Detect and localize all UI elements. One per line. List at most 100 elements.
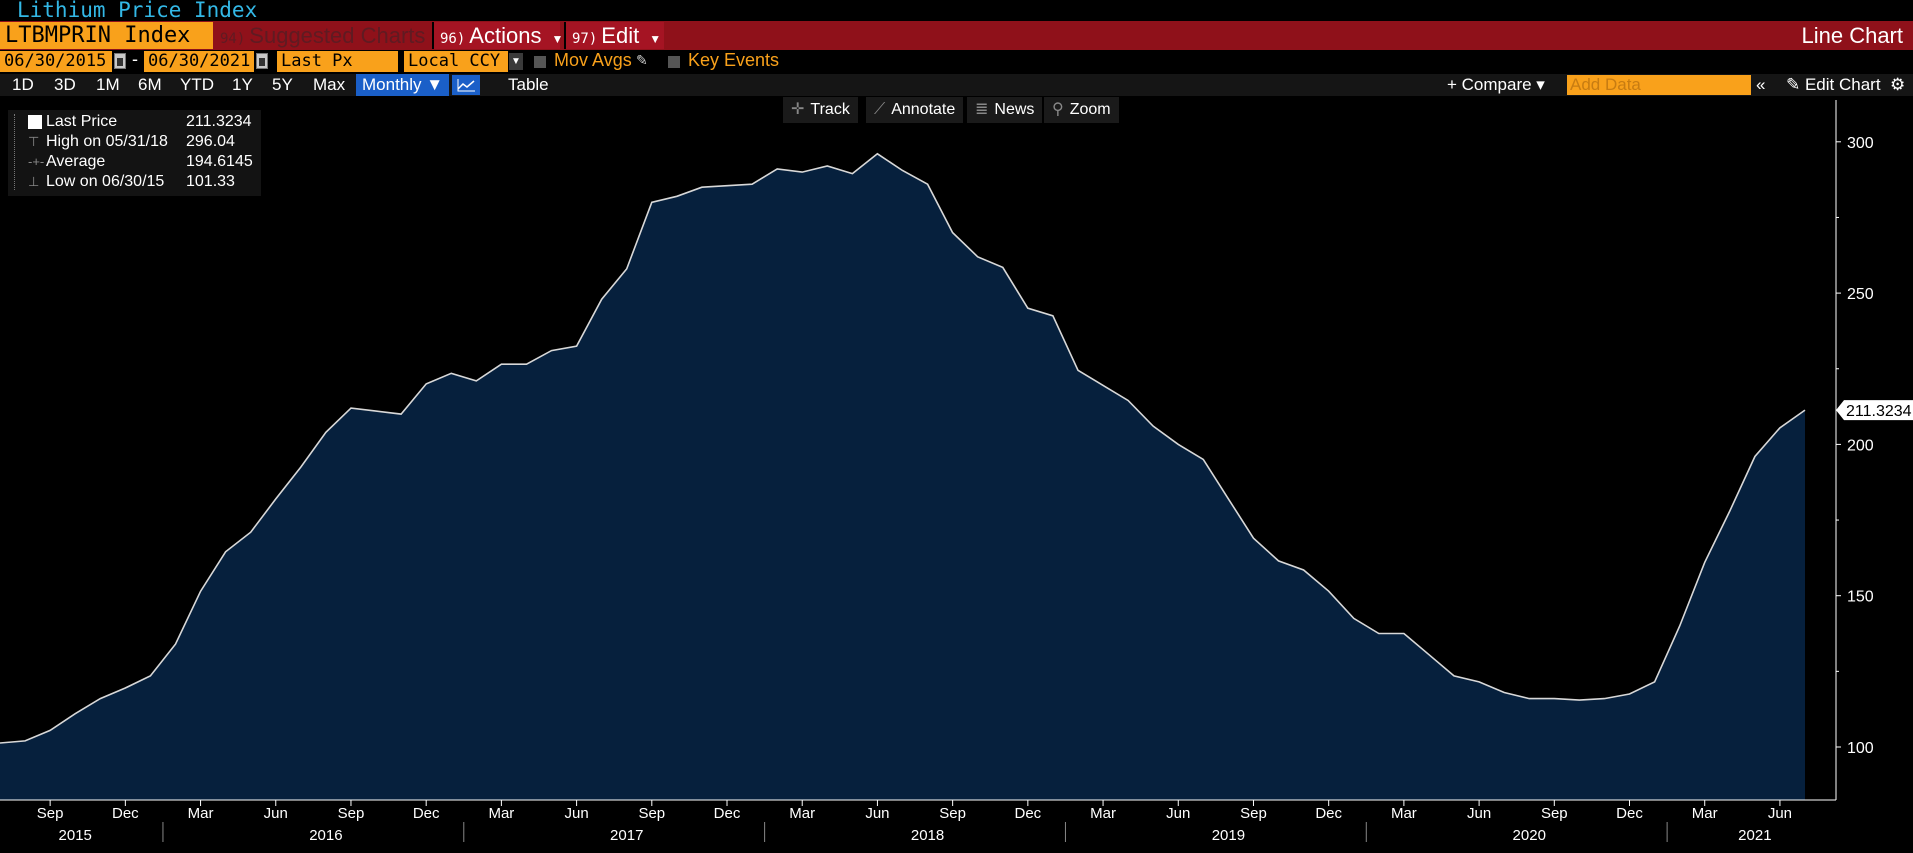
period-1d[interactable]: 1D (12, 75, 34, 94)
x-tick-label: Dec (1015, 805, 1042, 822)
y-axis: 100 150 200 250 300 (1835, 100, 1874, 800)
low-value: 101.33 (186, 173, 235, 190)
x-tick-label: Mar (488, 805, 514, 822)
average-label: Average (46, 153, 106, 170)
x-tick-label: Dec (1315, 805, 1342, 822)
x-tick-label: Mar (789, 805, 815, 822)
ticker-field[interactable]: LTBMPRIN Index (0, 22, 213, 49)
calendar-icon[interactable] (256, 53, 268, 69)
annotate-button[interactable]: ⟋ Annotate (866, 97, 964, 123)
suggested-charts-label: Suggested Charts (249, 23, 426, 48)
legend-last-price[interactable]: Last Price 211.3234 (8, 112, 261, 132)
x-tick-label: Mar (1090, 805, 1116, 822)
y-tick-label: 200 (1847, 437, 1874, 454)
news-icon: ≣ (975, 101, 989, 118)
start-date-field[interactable]: 06/30/2015 (0, 51, 112, 72)
annotate-label: Annotate (891, 101, 956, 118)
page-title: Lithium Price Index (17, 0, 258, 22)
x-tick-label: Sep (638, 805, 665, 822)
last-price-marker: 211.3234 (1836, 400, 1913, 421)
x-tick-label: Mar (1391, 805, 1417, 822)
actions-number: 96) (440, 31, 466, 47)
chevron-down-icon[interactable]: ▼ (509, 53, 523, 70)
x-tick-label: Sep (1541, 805, 1568, 822)
x-tick-label: Mar (188, 805, 214, 822)
actions-menu-button[interactable]: 96) Actions ▼ (432, 22, 563, 49)
low-marker-icon: ⊥ (28, 174, 40, 189)
line-chart-icon-glyph (457, 79, 475, 92)
pencil-icon[interactable]: ✎ (636, 52, 648, 68)
edit-menu-button[interactable]: 97) Edit ▼ (564, 22, 664, 49)
x-tick-label: Sep (939, 805, 966, 822)
y-tick-label: 150 (1847, 589, 1874, 606)
x-tick-label: Jun (565, 805, 589, 822)
x-tick-label: Dec (1616, 805, 1643, 822)
x-axis: Sep Dec Mar Jun Sep Dec Mar Jun Sep Dec Mar Jun Sep D… (0, 799, 1836, 844)
high-marker-icon: ⊤ (28, 134, 40, 149)
legend-panel: Last Price 211.3234 ⊤ High on 05/31/18 2… (8, 110, 261, 196)
pencil-icon: ⟋ (874, 101, 886, 118)
x-tick-label: Jun (1467, 805, 1491, 822)
x-tick-label: Sep (1240, 805, 1267, 822)
x-tick-label: Sep (338, 805, 365, 822)
low-label: Low on 06/30/15 (46, 173, 165, 190)
period-5y[interactable]: 5Y (272, 75, 293, 94)
legend-average: -+- Average 194.6145 (8, 152, 261, 172)
gear-icon[interactable]: ⚙ (1890, 75, 1906, 94)
x-tick-label: Jun (865, 805, 889, 822)
currency-select[interactable]: Local CCY (404, 51, 508, 72)
mov-avgs-checkbox[interactable] (534, 56, 546, 68)
command-bar (0, 21, 1913, 50)
y-tick-label: 300 (1847, 135, 1874, 152)
calendar-icon[interactable] (114, 53, 126, 69)
last-price-tag (1836, 400, 1913, 421)
legend-low: ⊥ Low on 06/30/15 101.33 (8, 172, 261, 192)
last-price-tag-label: 211.3234 (1846, 403, 1912, 420)
x-tick-label: Dec (714, 805, 741, 822)
track-button[interactable]: ✛ Track (783, 97, 858, 123)
average-marker-icon: -+- (28, 154, 45, 169)
zoom-label: Zoom (1069, 101, 1111, 118)
news-label: News (994, 101, 1035, 118)
table-button[interactable]: Table (508, 75, 549, 94)
year-label: 2018 (911, 827, 944, 844)
period-1m[interactable]: 1M (96, 75, 120, 94)
period-max[interactable]: Max (313, 75, 346, 94)
price-line (0, 152, 1806, 744)
year-label: 2017 (610, 827, 643, 844)
compare-button[interactable]: + Compare ▾ (1447, 75, 1545, 94)
year-label: 2020 (1513, 827, 1546, 844)
y-tick-label: 100 (1847, 740, 1874, 757)
end-date-field[interactable]: 06/30/2021 (144, 51, 254, 72)
add-data-input[interactable]: Add Data (1567, 75, 1751, 95)
period-3d[interactable]: 3D (54, 75, 76, 94)
magnifier-icon: ⚲ (1052, 101, 1064, 118)
date-range-dash: - (132, 49, 138, 69)
key-events-label: Key Events (688, 50, 780, 70)
key-events-checkbox[interactable] (668, 56, 680, 68)
line-chart-icon[interactable] (452, 75, 480, 95)
period-1y[interactable]: 1Y (232, 75, 253, 94)
news-button[interactable]: ≣ News (967, 97, 1043, 123)
field-select[interactable]: Last Px (277, 51, 398, 72)
crosshair-icon: ✛ (791, 101, 805, 118)
collapse-icon[interactable]: « (1756, 75, 1766, 94)
frequency-select[interactable]: Monthly ▼ (356, 74, 450, 96)
period-ytd[interactable]: YTD (180, 75, 214, 94)
suggested-charts-number: 94) (220, 31, 246, 47)
chart-type-label: Line Chart (1801, 23, 1903, 48)
legend-tree-line (14, 114, 23, 190)
period-6m[interactable]: 6M (138, 75, 162, 94)
edit-number: 97) (572, 31, 598, 47)
series-color-swatch[interactable] (28, 115, 42, 129)
x-tick-label: Jun (1768, 805, 1792, 822)
zoom-button[interactable]: ⚲ Zoom (1044, 97, 1119, 123)
x-tick-label: Mar (1692, 805, 1718, 822)
x-tick-label: Jun (1166, 805, 1190, 822)
suggested-charts-button[interactable]: 94) Suggested Charts (220, 22, 425, 49)
high-label: High on 05/31/18 (46, 133, 168, 150)
edit-chart-button[interactable]: ✎ Edit Chart (1786, 75, 1881, 94)
x-tick-label: Sep (37, 805, 64, 822)
track-label: Track (810, 101, 850, 118)
